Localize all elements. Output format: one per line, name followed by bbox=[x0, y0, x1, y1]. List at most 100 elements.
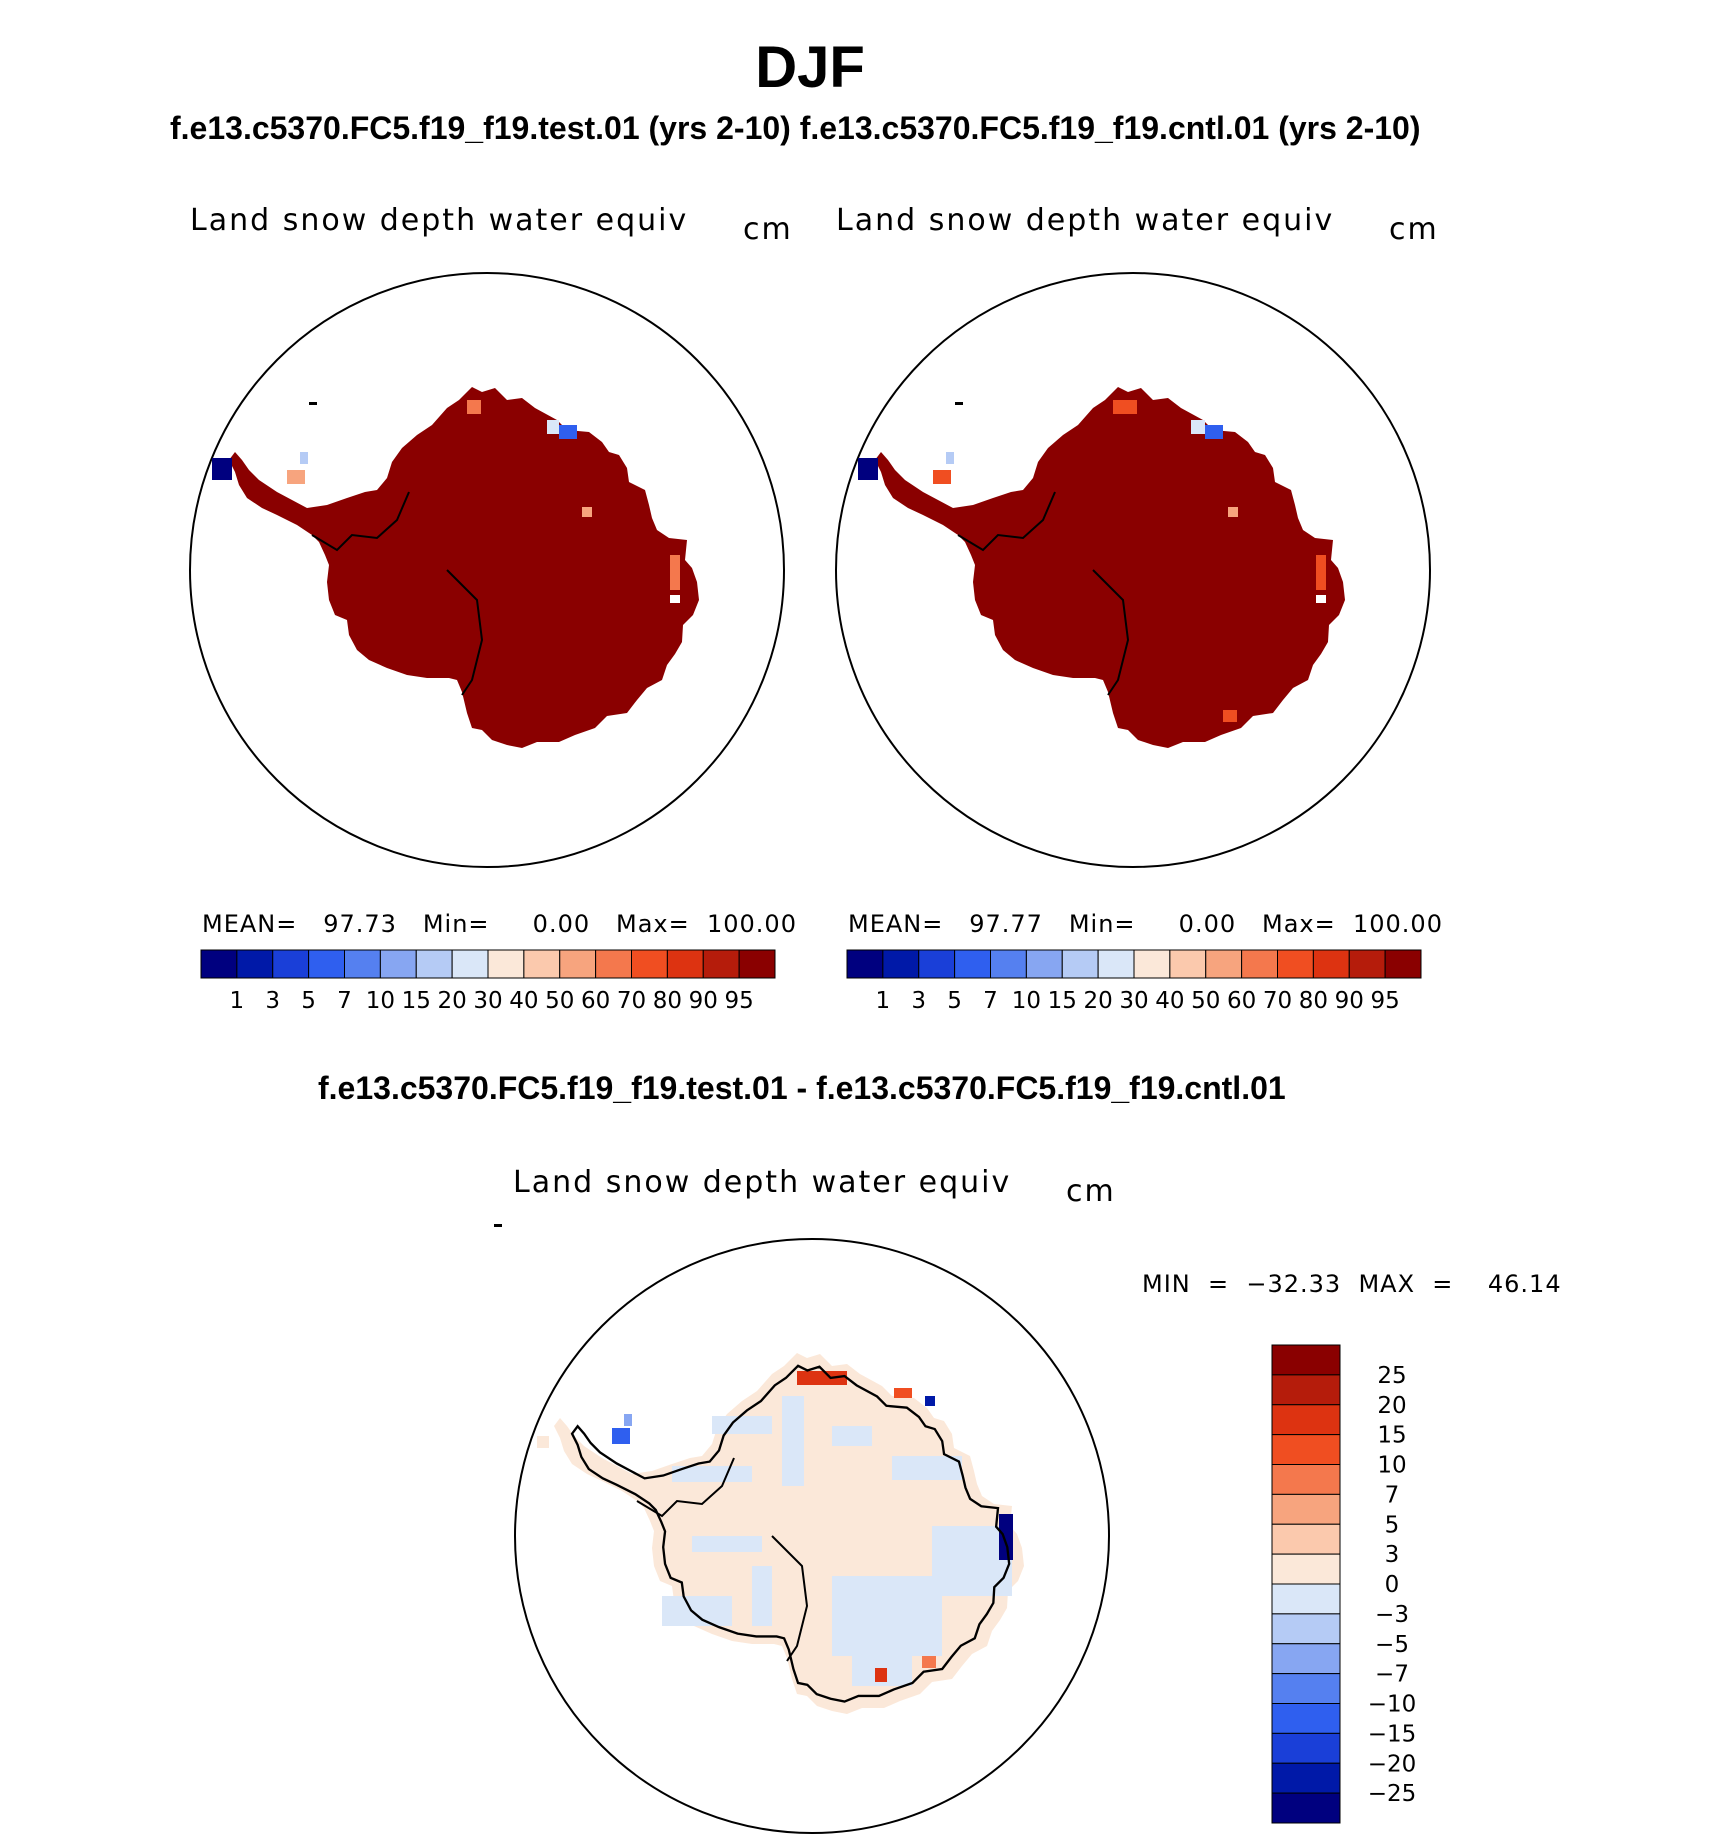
diff-colorbar-tick: −3 bbox=[1375, 1602, 1409, 1628]
cntl-colorbar-tick: 30 bbox=[1119, 988, 1148, 1014]
diff-colorbar-box bbox=[1271, 1703, 1341, 1734]
cntl-colorbar-box bbox=[1061, 949, 1099, 979]
cntl-coastal-cell bbox=[1316, 595, 1326, 603]
diff-colorbar-tick: −25 bbox=[1368, 1781, 1417, 1807]
cntl-colorbar-tick: 5 bbox=[947, 988, 962, 1014]
diff-coastal-cell bbox=[894, 1388, 912, 1398]
cntl-colorbar-tick: 80 bbox=[1299, 988, 1328, 1014]
test-colorbar-box bbox=[272, 949, 310, 979]
cntl-colorbar-tick: 60 bbox=[1227, 988, 1256, 1014]
cntl-colorbar-box bbox=[1205, 949, 1243, 979]
cntl-coastal-cell bbox=[1223, 710, 1237, 722]
diff-negative-patch bbox=[832, 1426, 872, 1446]
cntl-coastal-cell bbox=[1316, 555, 1326, 590]
test-colorbar-tick: 7 bbox=[337, 988, 352, 1014]
diff-negative-patch bbox=[752, 1566, 772, 1626]
test-colorbar-tick: 10 bbox=[366, 988, 395, 1014]
test-colorbar-box bbox=[559, 949, 597, 979]
diff-colorbar-box bbox=[1271, 1374, 1341, 1406]
test-colorbar-box bbox=[523, 949, 561, 979]
test-colorbar-tick: 20 bbox=[437, 988, 466, 1014]
test-coastal-cell bbox=[670, 595, 680, 603]
diff-coastal-cell bbox=[925, 1396, 935, 1406]
test-colorbar-box bbox=[344, 949, 381, 979]
cntl-coastal-cell bbox=[1228, 507, 1238, 517]
cntl-colorbar: 1 3 5 7 10 15 20 30 40 50 60 70 80 90 95 bbox=[846, 949, 1422, 1014]
diff-island-outline bbox=[494, 1224, 502, 1227]
cntl-colorbar-box bbox=[1348, 949, 1386, 979]
diff-colorbar-box bbox=[1271, 1732, 1341, 1764]
diff-colorbar-tick: 25 bbox=[1377, 1363, 1406, 1389]
test-peninsula-cell bbox=[287, 470, 305, 484]
diff-variable-label: Land snow depth water equiv bbox=[513, 1165, 1012, 1200]
diff-colorbar-tick: −20 bbox=[1368, 1751, 1417, 1777]
test-colorbar-box bbox=[738, 949, 776, 979]
cntl-colorbar-box bbox=[990, 949, 1027, 979]
cntl-colorbar-box bbox=[1241, 949, 1278, 979]
test-stats: MEAN= 97.73 Min= 0.00 Max= 100.00 bbox=[202, 910, 797, 938]
test-colorbar-tick: 30 bbox=[473, 988, 502, 1014]
cntl-colorbar-box bbox=[1169, 949, 1207, 979]
diff-colorbar-tick: 7 bbox=[1385, 1482, 1400, 1508]
figure-title: DJF bbox=[755, 35, 865, 100]
diff-colorbar-box bbox=[1271, 1583, 1341, 1615]
diff-colorbar-tick: −15 bbox=[1368, 1721, 1417, 1747]
cntl-colorbar-box bbox=[846, 949, 884, 979]
diff-coastal-cell bbox=[875, 1668, 887, 1682]
diff-negative-patch bbox=[832, 1576, 942, 1656]
test-coastal-cell bbox=[670, 555, 680, 590]
test-coastline bbox=[311, 491, 484, 696]
diff-peninsula-cell bbox=[624, 1414, 632, 1426]
cntl-colorbar-tick: 90 bbox=[1335, 988, 1364, 1014]
cntl-colorbar-tick: 40 bbox=[1155, 988, 1184, 1014]
diff-colorbar-box bbox=[1271, 1553, 1341, 1585]
diff-stats: MIN = −32.33 MAX = 46.14 bbox=[1142, 1270, 1562, 1298]
cntl-coastal-cell bbox=[1205, 425, 1223, 439]
diff-negative-patch bbox=[782, 1396, 804, 1486]
test-colorbar-box bbox=[631, 949, 668, 979]
diff-negative-patch bbox=[662, 1596, 732, 1626]
diff-colorbar-box bbox=[1271, 1464, 1341, 1495]
diff-colorbar-tick: −10 bbox=[1368, 1692, 1417, 1718]
diff-coastal-cell bbox=[999, 1514, 1013, 1560]
test-colorbar-tick: 40 bbox=[509, 988, 538, 1014]
test-coastal-cell bbox=[467, 400, 481, 414]
diff-units-label: cm bbox=[1066, 1174, 1116, 1209]
diff-negative-patch bbox=[692, 1536, 762, 1552]
diff-colorbar-tick: 15 bbox=[1377, 1423, 1406, 1449]
test-coastal-cell bbox=[559, 425, 577, 439]
test-colorbar-box bbox=[451, 949, 489, 979]
test-units-label: cm bbox=[743, 212, 793, 247]
cntl-colorbar-tick: 20 bbox=[1083, 988, 1112, 1014]
diff-colorbar-box bbox=[1271, 1493, 1341, 1525]
cntl-colorbar-box bbox=[954, 949, 991, 979]
cntl-colorbar-box bbox=[1312, 949, 1350, 979]
cntl-colorbar-box bbox=[1277, 949, 1314, 979]
test-colorbar-box bbox=[595, 949, 632, 979]
test-variable-label: Land snow depth water equiv bbox=[190, 203, 689, 238]
test-colorbar-tick: 80 bbox=[653, 988, 682, 1014]
cntl-colorbar-tick: 50 bbox=[1191, 988, 1220, 1014]
diff-colorbar: 25 20 15 10 7 5 3 0 −3 −5 −7 −10 −15 −20 −25 bbox=[1271, 1344, 1417, 1824]
test-colorbar-tick: 1 bbox=[230, 988, 245, 1014]
cntl-colorbar-tick: 95 bbox=[1370, 988, 1399, 1014]
test-colorbar-tick: 50 bbox=[545, 988, 574, 1014]
test-colorbar-box bbox=[702, 949, 740, 979]
cntl-colorbar-box bbox=[1025, 949, 1063, 979]
cntl-colorbar-box bbox=[918, 949, 956, 979]
diff-colorbar-tick: −5 bbox=[1375, 1632, 1409, 1658]
diff-colorbar-tick: 5 bbox=[1385, 1512, 1400, 1538]
diff-colorbar-box bbox=[1271, 1673, 1341, 1704]
diff-colorbar-tick: −7 bbox=[1375, 1662, 1409, 1688]
diff-coastal-cell bbox=[922, 1656, 936, 1668]
test-colorbar-tick: 95 bbox=[724, 988, 753, 1014]
diff-colorbar-tick: 0 bbox=[1385, 1572, 1400, 1598]
test-colorbar-box bbox=[308, 949, 345, 979]
test-colorbar-box bbox=[236, 949, 274, 979]
diff-negative-patch bbox=[712, 1416, 772, 1434]
diff-colorbar-box bbox=[1271, 1523, 1341, 1555]
test-colorbar-tick: 90 bbox=[689, 988, 718, 1014]
cntl-colorbar-tick: 7 bbox=[983, 988, 998, 1014]
cntl-peninsula-cell bbox=[946, 452, 954, 464]
diff-colorbar-box bbox=[1271, 1434, 1341, 1465]
